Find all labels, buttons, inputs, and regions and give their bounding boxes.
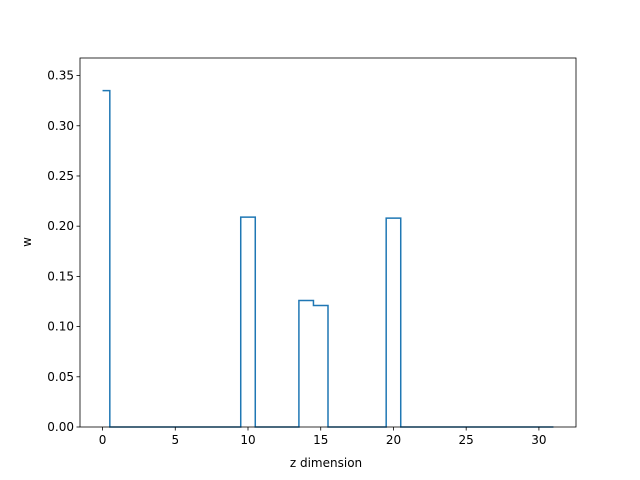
y-tick-label: 0.05 [47,370,74,384]
series-line-0 [102,89,554,428]
x-axis: 0 5 10 15 20 25 30 [99,427,547,447]
y-axis: 0.00 0.05 0.10 0.15 0.20 0.25 0.30 0.35 [47,69,80,434]
x-tick-label: 20 [386,433,401,447]
x-axis-label: z dimension [290,456,362,470]
y-tick-label: 0.00 [47,420,74,434]
y-tick-label: 0.20 [47,219,74,233]
x-tick-label: 5 [171,433,179,447]
y-tick-label: 0.25 [47,169,74,183]
x-tick-label: 25 [459,433,474,447]
axes-frame [79,57,577,428]
y-tick-label: 0.30 [47,119,74,133]
x-tick-label: 30 [531,433,546,447]
x-tick-label: 0 [99,433,107,447]
x-tick-label: 15 [313,433,328,447]
y-tick-label: 0.35 [47,69,74,83]
plot-area [79,57,577,428]
y-axis-label: w [20,237,34,247]
y-tick-label: 0.10 [47,320,74,334]
x-tick-label: 10 [240,433,255,447]
y-tick-label: 0.15 [47,269,74,283]
